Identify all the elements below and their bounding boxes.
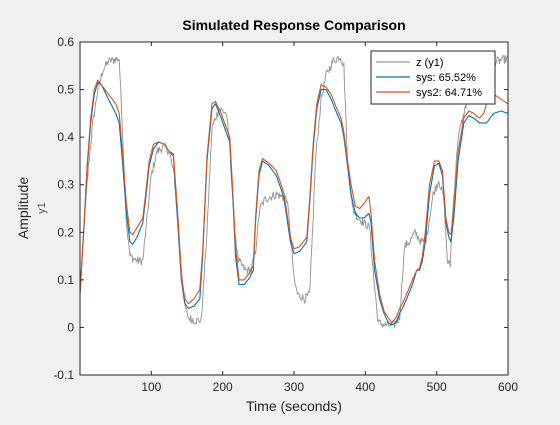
- x-tick-label-4: 500: [427, 380, 447, 394]
- y-axis-sublabel: y1: [36, 202, 48, 214]
- y-tick-label-5: 0.4: [57, 130, 74, 144]
- y-tick-label-0: -0.1: [53, 368, 74, 382]
- y-tick-label-7: 0.6: [57, 35, 74, 49]
- y-tick-label-6: 0.5: [57, 83, 74, 97]
- y-tick-label-2: 0.1: [57, 273, 74, 287]
- x-tick-label-1: 200: [213, 380, 233, 394]
- ticks-layer: 100 200 300 400 500 600 -0.1 0 0.1 0.2 0.3 0.4 0.5 0.…: [53, 35, 518, 394]
- chart-title: Simulated Response Comparison: [182, 17, 405, 33]
- legend: z (y1) sys: 65.52% sys2: 64.71%: [370, 50, 496, 105]
- y-tick-label-4: 0.3: [57, 178, 74, 192]
- x-tick-label-2: 300: [284, 380, 304, 394]
- x-tick-label-0: 100: [141, 380, 161, 394]
- series-line-2: [79, 79, 509, 324]
- series-line-0: [79, 54, 509, 328]
- series-layer: [79, 54, 509, 328]
- legend-label-1: sys: 65.52%: [416, 72, 476, 84]
- x-axis-label: Time (seconds): [246, 398, 342, 414]
- legend-label-2: sys2: 64.71%: [416, 87, 482, 99]
- y-tick-label-3: 0.2: [57, 225, 74, 239]
- x-tick-label-3: 400: [355, 380, 375, 394]
- y-tick-label-1: 0: [67, 320, 74, 334]
- x-tick-label-5: 600: [498, 380, 518, 394]
- legend-label-0: z (y1): [416, 57, 444, 69]
- y-axis-label: Amplitude: [15, 177, 31, 239]
